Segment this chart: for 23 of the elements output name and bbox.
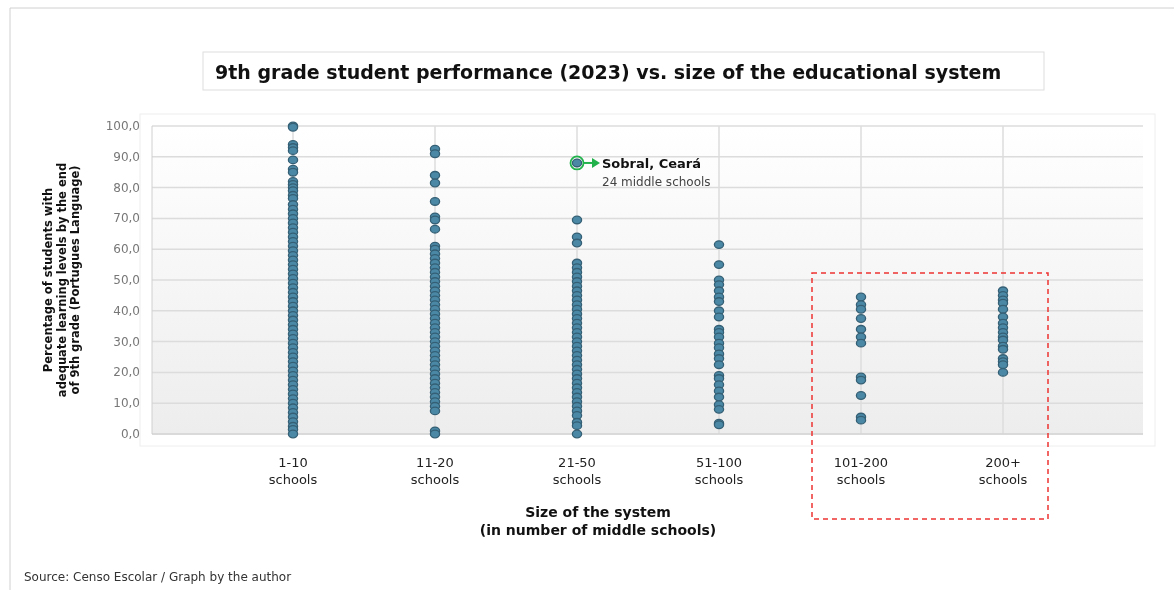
y-tick-label: 60,0 bbox=[113, 242, 140, 257]
y-tick-label: 20,0 bbox=[113, 365, 140, 380]
x-tick-label: 1-10 schools bbox=[268, 455, 318, 487]
x-tick-label: 51-100 schools bbox=[694, 455, 744, 487]
y-tick-label: 90,0 bbox=[113, 149, 140, 164]
source-note: Source: Censo Escolar / Graph by the author bbox=[24, 570, 292, 584]
y-tick-label: 80,0 bbox=[113, 180, 140, 195]
y-tick-label: 10,0 bbox=[113, 396, 140, 411]
x-tick-label: 11-20 schools bbox=[410, 455, 460, 487]
x-axis-title: Size of the system (in number of middle schools) bbox=[479, 504, 717, 538]
x-tick-label: 200+ schools bbox=[978, 455, 1028, 487]
x-tick-label: 101-200 schools bbox=[833, 455, 889, 487]
y-tick-label: 70,0 bbox=[113, 211, 140, 226]
y-tick-label: 40,0 bbox=[113, 303, 140, 318]
annotation: 24 middle schools bbox=[602, 174, 711, 189]
y-tick-label: 100,0 bbox=[105, 119, 140, 133]
chart-title: 9th grade student performance (2023) vs. size of the educational system bbox=[215, 61, 1002, 83]
x-tick-label: 21-50 schools bbox=[552, 455, 602, 487]
annotation: Sobral, Ceará bbox=[602, 155, 702, 171]
y-tick-label: 50,0 bbox=[113, 273, 140, 287]
y-tick-label: 0,0 bbox=[120, 427, 140, 441]
y-axis-title: Percentage of students with adequate learning levels by the end of 9th grade (Portugues Language) bbox=[41, 162, 82, 398]
y-tick-label: 30,0 bbox=[113, 334, 140, 349]
